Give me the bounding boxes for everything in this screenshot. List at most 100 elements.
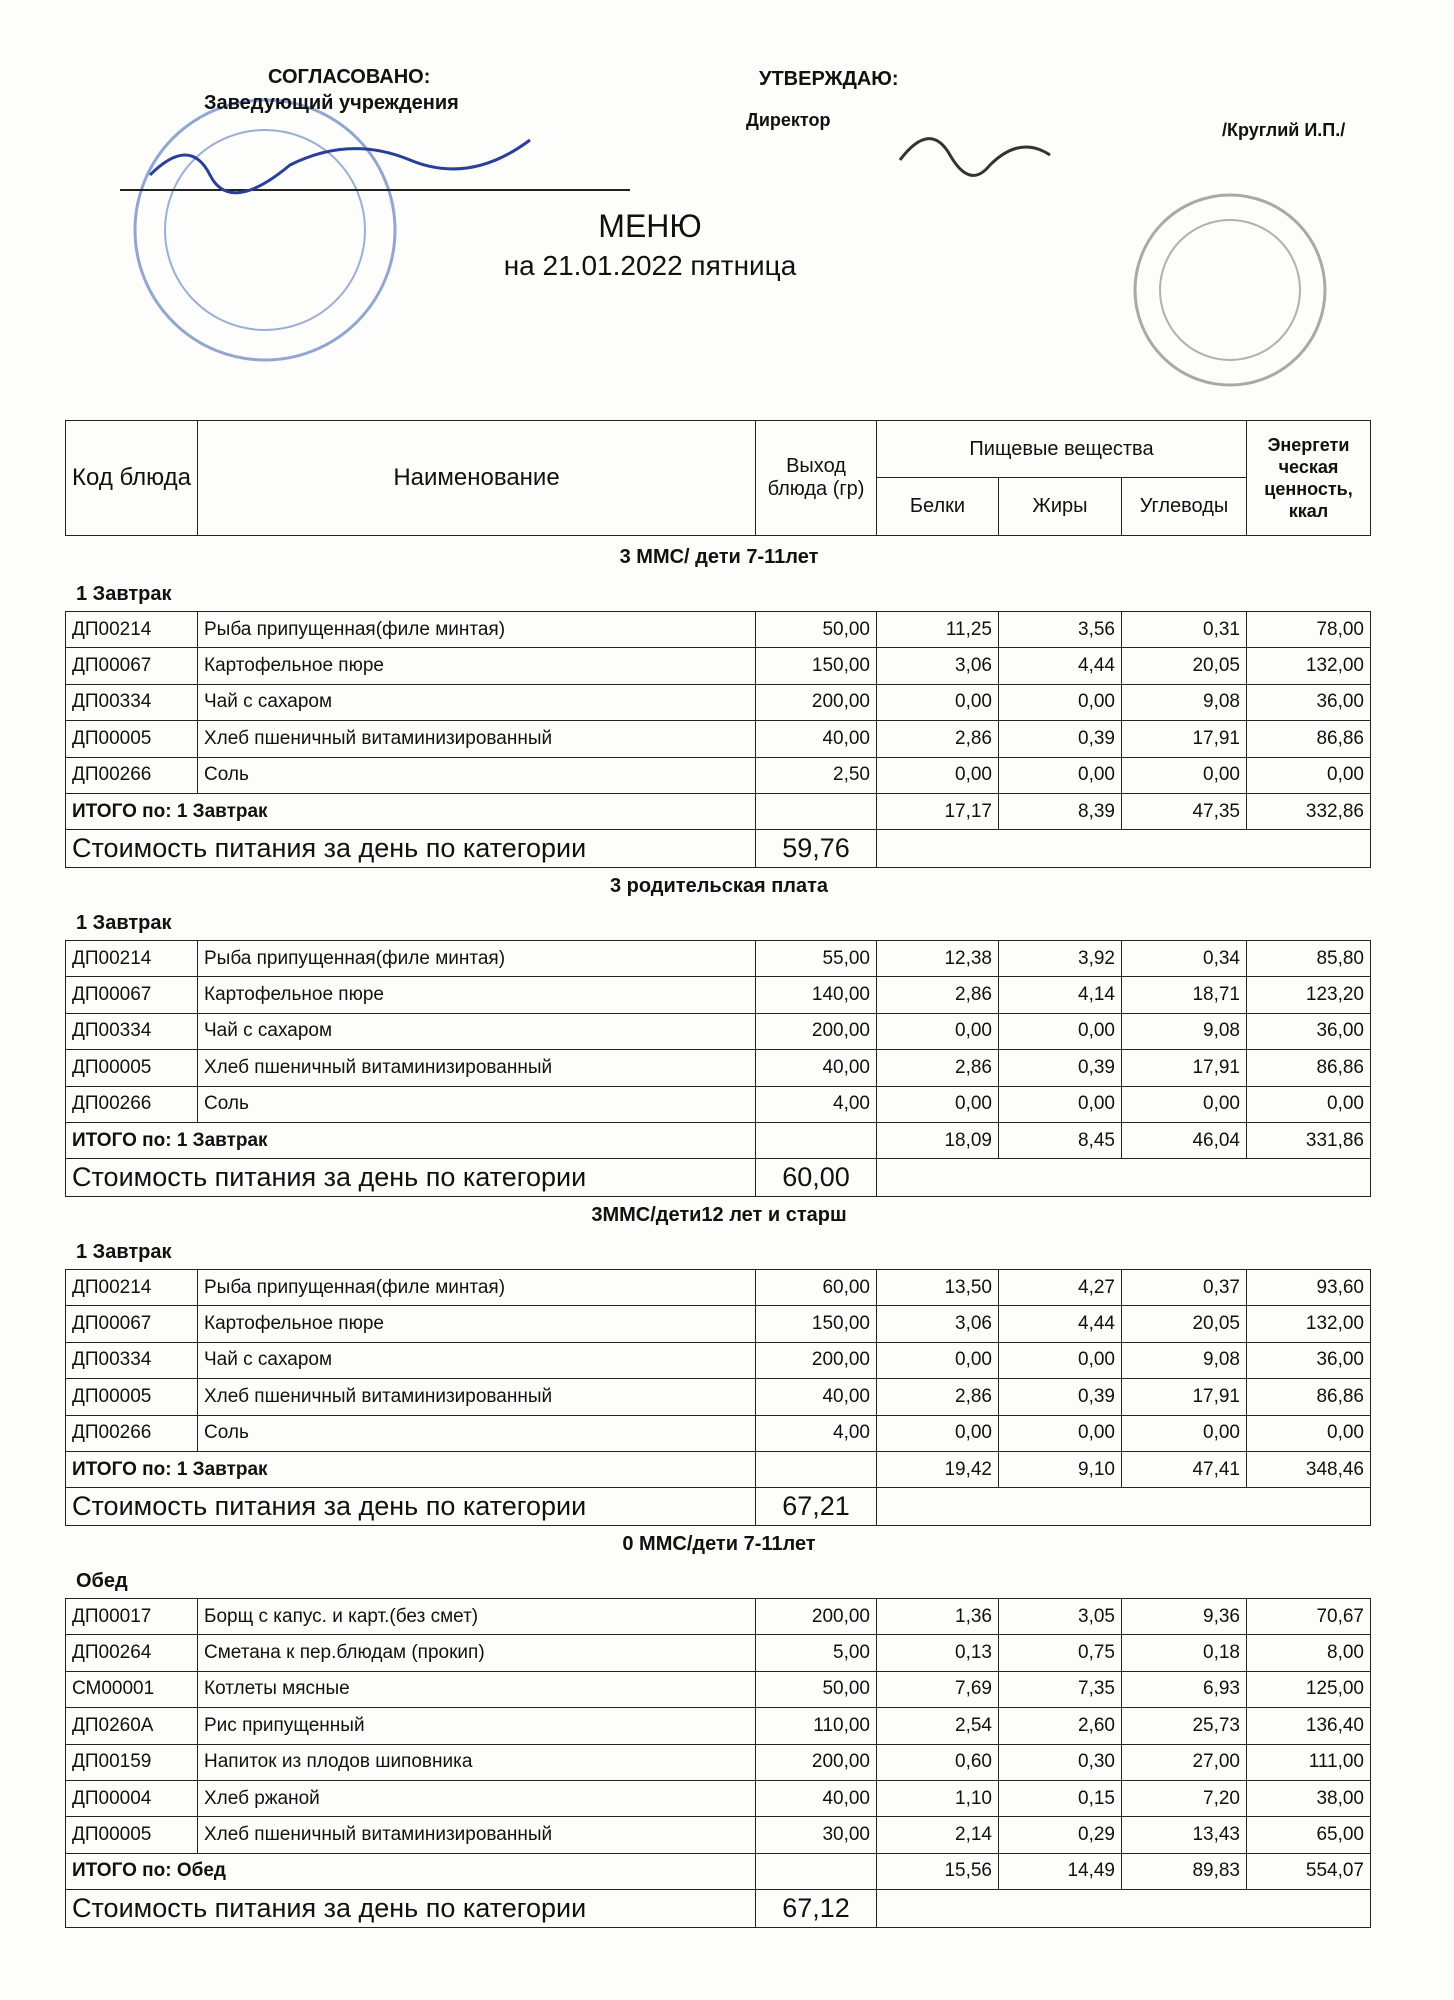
- table-cell: 0,75: [998, 1634, 1122, 1672]
- table-cell: 3,05: [998, 1598, 1122, 1636]
- table-cell: 55,00: [755, 940, 877, 978]
- section-title: 3 родительская плата: [609, 875, 829, 897]
- table-cell: 50,00: [755, 1670, 877, 1709]
- total-value: 331,86: [1246, 1122, 1371, 1159]
- table-cell: 0,37: [1121, 1269, 1247, 1307]
- table-cell: 36,00: [1246, 1341, 1371, 1380]
- table-cell: Рыба припущенная(филе минтая): [197, 1269, 756, 1307]
- signature: [148, 138, 531, 195]
- total-value: 17,17: [876, 793, 999, 830]
- table-cell: 150,00: [755, 647, 877, 685]
- total-label: ИТОГО по: 1 Завтрак: [65, 1122, 756, 1159]
- table-cell: Картофельное пюре: [197, 1305, 756, 1343]
- table-cell: 60,00: [755, 1269, 877, 1307]
- table-cell: 0,39: [998, 1378, 1122, 1416]
- table-cell: 125,00: [1246, 1670, 1371, 1709]
- table-cell: ДП00266: [65, 756, 198, 794]
- table-cell: [876, 829, 1371, 868]
- total-label: ИТОГО по: 1 Завтрак: [65, 1451, 756, 1488]
- table-cell: ДП00005: [65, 1049, 198, 1087]
- title: МЕНЮ: [598, 208, 702, 244]
- table-cell: 78,00: [1246, 611, 1371, 649]
- table-cell: ДП00266: [65, 1085, 198, 1123]
- total-value: 18,09: [876, 1122, 999, 1159]
- table-cell: Картофельное пюре: [197, 647, 756, 685]
- table-cell: 11,25: [876, 611, 999, 649]
- total-value: 348,46: [1246, 1451, 1371, 1488]
- table-cell: Хлеб пшеничный витаминизированный: [197, 1378, 756, 1416]
- cost-value: 67,21: [755, 1487, 877, 1526]
- table-cell: 0,39: [998, 1049, 1122, 1087]
- approved-label: СОГЛАСОВАНО:: [268, 66, 431, 88]
- table-cell: 0,00: [1246, 756, 1371, 794]
- cost-label: Стоимость питания за день по категории: [65, 829, 756, 868]
- table-cell: 0,00: [1246, 1085, 1371, 1123]
- table-cell: 40,00: [755, 720, 877, 758]
- cost-value: 67,12: [755, 1888, 877, 1928]
- table-cell: 0,18: [1121, 1634, 1247, 1672]
- section-title: 3ММС/дети12 лет и старш: [591, 1204, 847, 1226]
- table-cell: 40,00: [755, 1780, 877, 1818]
- section-title: 0 ММС/дети 7-11лет: [622, 1533, 816, 1555]
- total-value: 554,07: [1246, 1852, 1371, 1890]
- cost-label: Стоимость питания за день по категории: [65, 1487, 756, 1526]
- confirm-position: Директор: [746, 110, 831, 130]
- table-cell: 3,56: [998, 611, 1122, 649]
- total-value: 9,10: [998, 1451, 1122, 1488]
- table-cell: Рыба припущенная(филе минтая): [197, 940, 756, 978]
- table-cell: 3,06: [876, 1305, 999, 1343]
- table-cell: 0,60: [876, 1743, 999, 1781]
- table-cell: 2,86: [876, 1378, 999, 1416]
- meal-label: 1 Завтрак: [76, 1240, 172, 1263]
- table-cell: 2,50: [755, 756, 877, 794]
- cost-label: Стоимость питания за день по категории: [65, 1888, 756, 1928]
- table-cell: 2,86: [876, 976, 999, 1014]
- total-label: ИТОГО по: 1 Завтрак: [65, 793, 756, 830]
- table-cell: 9,08: [1121, 1012, 1247, 1051]
- table-cell: 200,00: [755, 683, 877, 722]
- seal-inner: [1159, 219, 1301, 361]
- table-cell: [755, 1122, 877, 1159]
- table-cell: 150,00: [755, 1305, 877, 1343]
- table-cell: 123,20: [1246, 976, 1371, 1014]
- table-cell: 1,36: [876, 1598, 999, 1636]
- signature: [898, 137, 1051, 177]
- table-cell: 8,00: [1246, 1634, 1371, 1672]
- table-cell: ДП00159: [65, 1743, 198, 1781]
- table-cell: ДП00334: [65, 1012, 198, 1051]
- table-cell: Картофельное пюре: [197, 976, 756, 1014]
- total-value: 46,04: [1121, 1122, 1247, 1159]
- table-cell: 4,14: [998, 976, 1122, 1014]
- cost-label: Стоимость питания за день по категории: [65, 1158, 756, 1197]
- table-cell: 111,00: [1246, 1743, 1371, 1781]
- table-cell: 0,00: [1121, 1414, 1247, 1452]
- confirm-label: УТВЕРЖДАЮ:: [759, 68, 899, 90]
- table-cell: 4,44: [998, 647, 1122, 685]
- table-cell: 9,08: [1121, 683, 1247, 722]
- table-cell: ДП0260А: [65, 1707, 198, 1745]
- table-cell: ДП00017: [65, 1598, 198, 1636]
- table-cell: ДП00334: [65, 1341, 198, 1380]
- table-cell: 86,86: [1246, 720, 1371, 758]
- header-cell: Пищевые вещества: [876, 420, 1247, 478]
- table-cell: ДП00067: [65, 647, 198, 685]
- table-cell: ДП00067: [65, 976, 198, 1014]
- table-cell: 2,14: [876, 1816, 999, 1854]
- table-cell: Борщ с капус. и карт.(без смет): [197, 1598, 756, 1636]
- table-cell: 7,69: [876, 1670, 999, 1709]
- table-cell: 30,00: [755, 1816, 877, 1854]
- total-value: 47,41: [1121, 1451, 1247, 1488]
- table-cell: 36,00: [1246, 1012, 1371, 1051]
- header-cell: Выход блюда (гр): [755, 420, 877, 536]
- table-cell: 9,36: [1121, 1598, 1247, 1636]
- table-cell: 0,00: [1246, 1414, 1371, 1452]
- table-cell: Соль: [197, 756, 756, 794]
- table-cell: 86,86: [1246, 1378, 1371, 1416]
- table-cell: 38,00: [1246, 1780, 1371, 1818]
- stamp-inner: [164, 129, 366, 331]
- table-cell: 0,00: [998, 1414, 1122, 1452]
- table-cell: 13,50: [876, 1269, 999, 1307]
- table-cell: 0,00: [876, 683, 999, 722]
- table-cell: 132,00: [1246, 647, 1371, 685]
